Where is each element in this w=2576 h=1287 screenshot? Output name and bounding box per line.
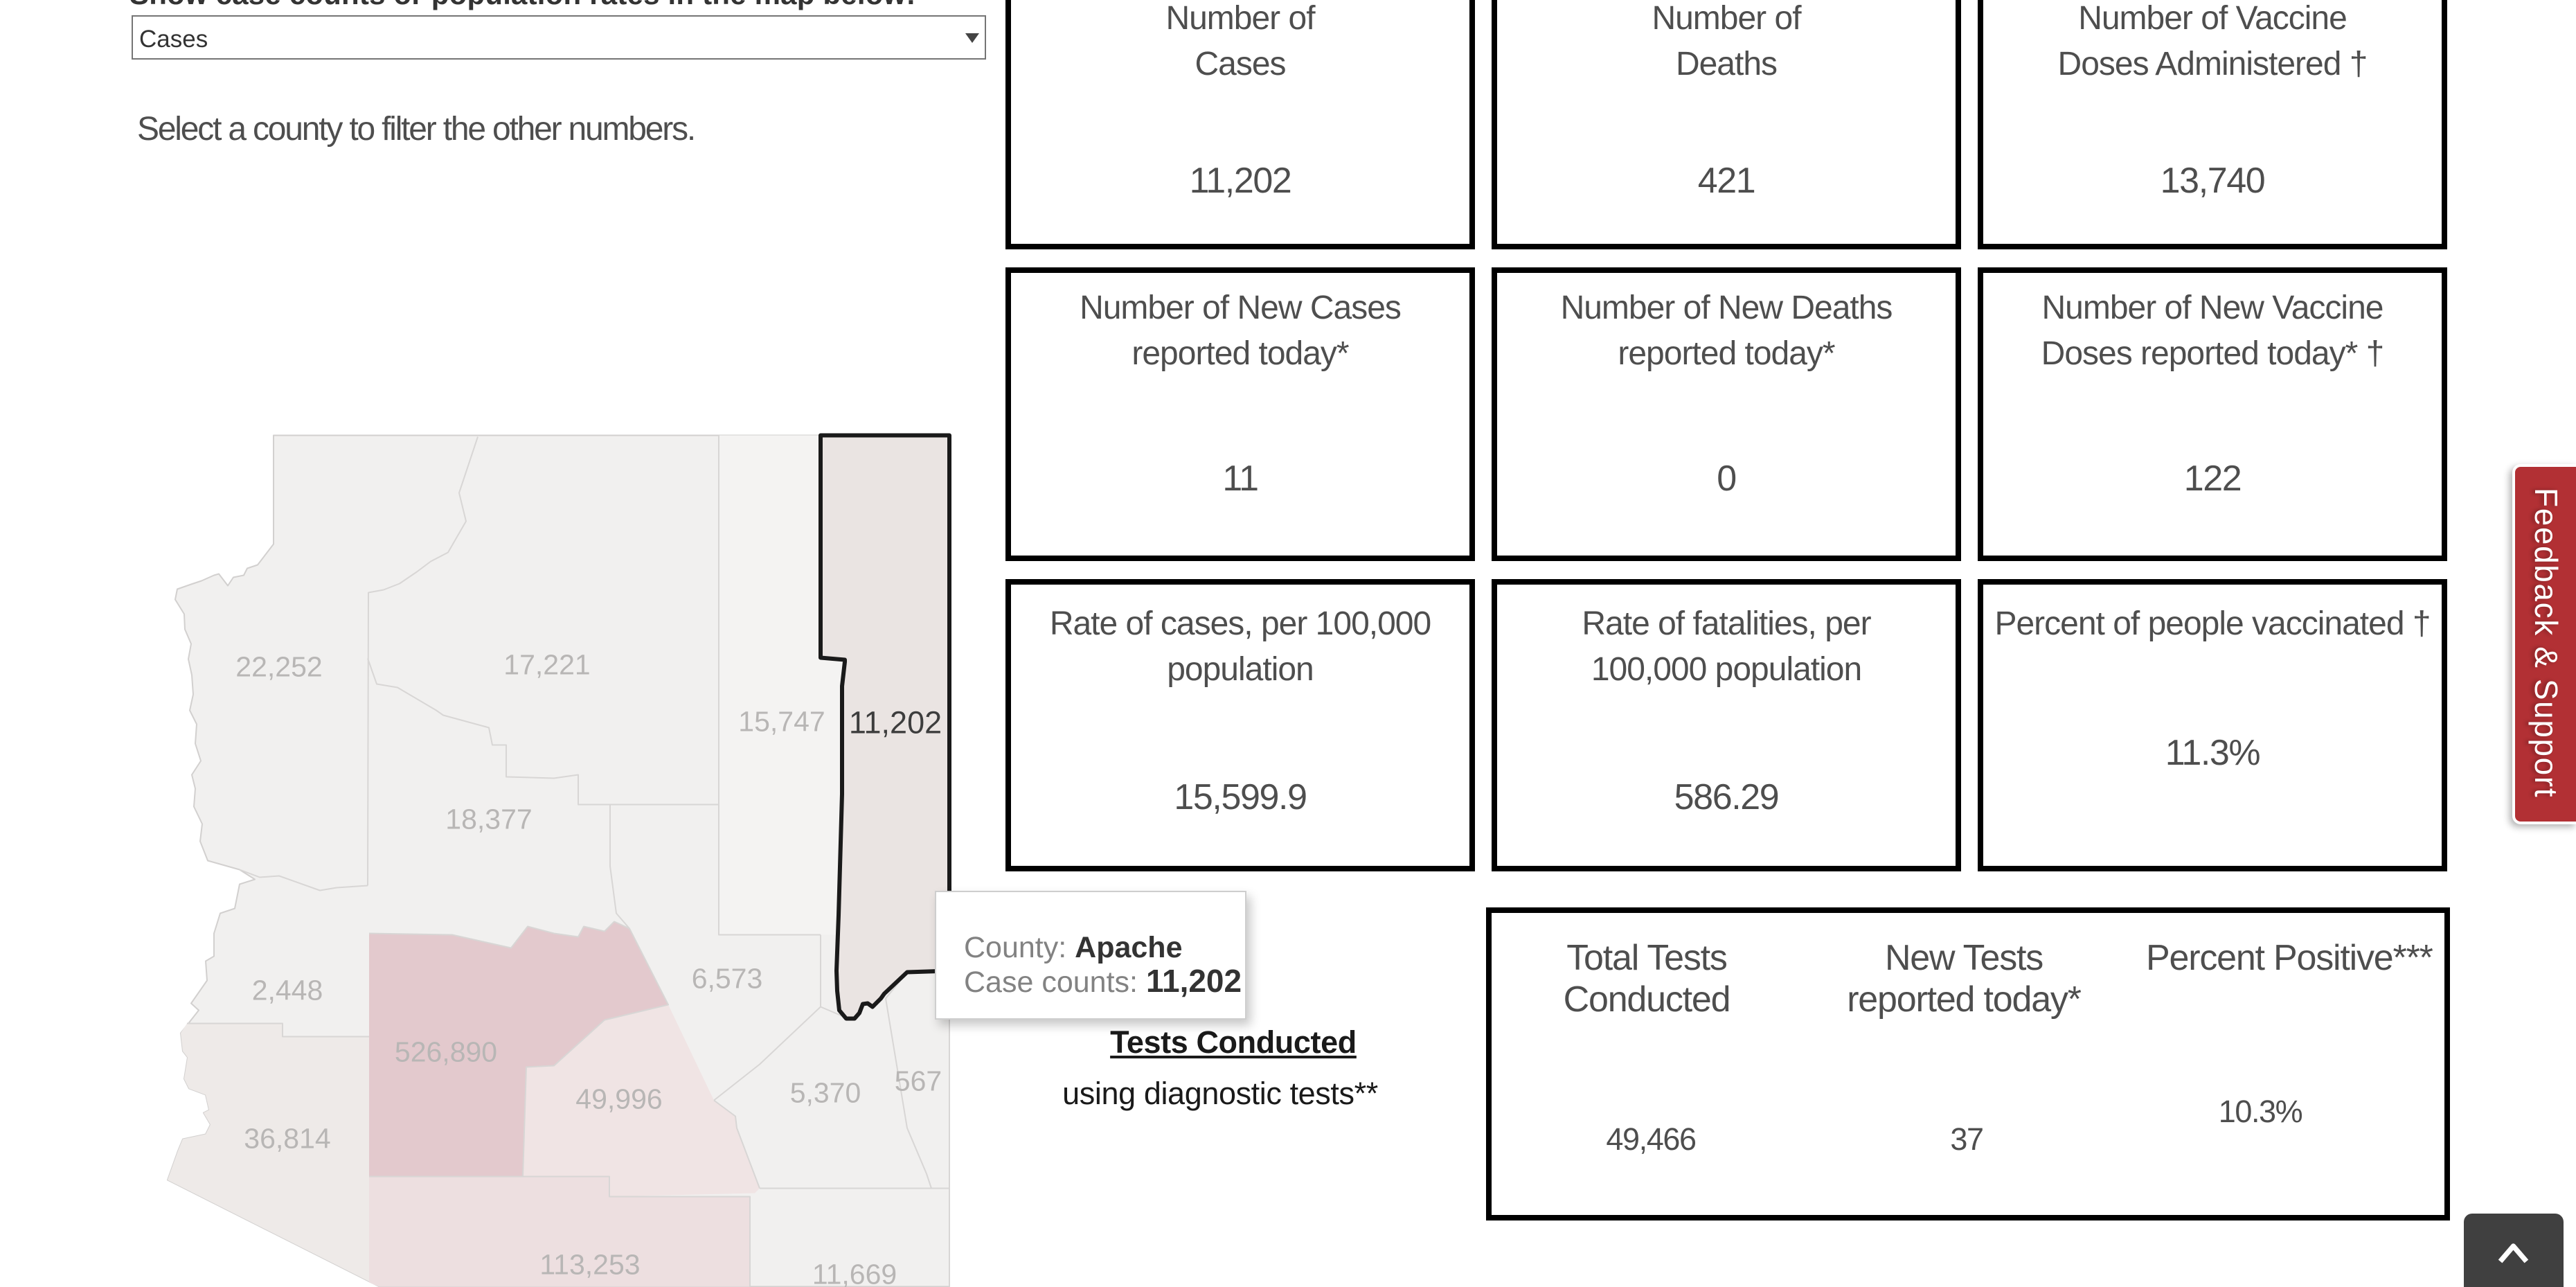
svg-text:567: 567	[895, 1065, 942, 1097]
svg-text:11,202: 11,202	[849, 705, 942, 740]
svg-text:11,669: 11,669	[812, 1259, 897, 1287]
svg-text:49,996: 49,996	[575, 1083, 662, 1115]
svg-text:17,221: 17,221	[503, 649, 590, 681]
svg-text:5,370: 5,370	[790, 1077, 861, 1109]
svg-text:113,253: 113,253	[539, 1249, 640, 1281]
svg-text:36,814: 36,814	[244, 1123, 330, 1155]
svg-text:15,747: 15,747	[738, 706, 825, 738]
svg-text:2,448: 2,448	[252, 975, 323, 1006]
svg-text:526,890: 526,890	[395, 1036, 497, 1068]
svg-text:18,377: 18,377	[445, 804, 532, 835]
svg-text:6,573: 6,573	[692, 963, 763, 995]
svg-text:22,252: 22,252	[235, 651, 322, 683]
